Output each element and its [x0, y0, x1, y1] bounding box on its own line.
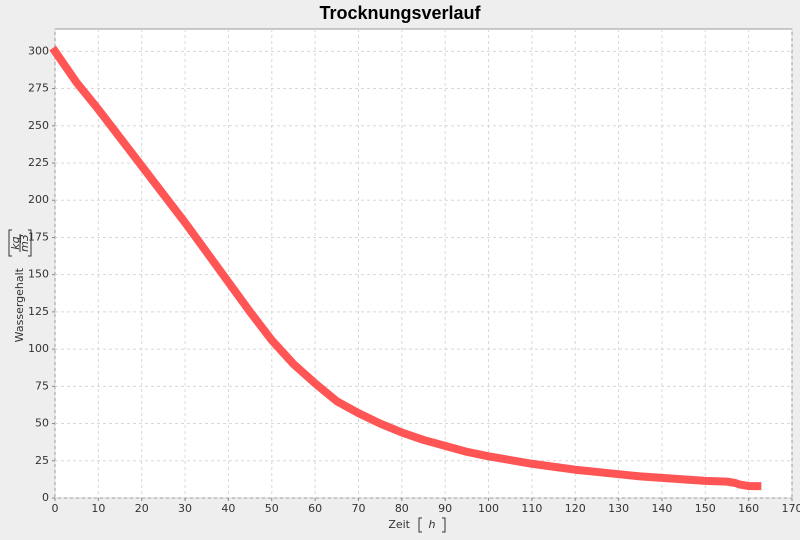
x-tick-label: 140: [651, 502, 672, 515]
x-tick-label: 160: [738, 502, 759, 515]
y-tick-label: 125: [28, 305, 49, 318]
x-tick-label: 30: [178, 502, 192, 515]
x-tick-label: 60: [308, 502, 322, 515]
y-unit-brackets: [8, 229, 32, 257]
x-axis-label: Zeit: [388, 518, 410, 531]
x-tick-label: 10: [91, 502, 105, 515]
x-tick-label: 120: [565, 502, 586, 515]
y-unit-denominator: m3: [18, 234, 31, 252]
x-tick-label: 150: [695, 502, 716, 515]
x-tick-label: 110: [521, 502, 542, 515]
y-axis-label-group: Wassergehalt kg m3: [8, 229, 32, 342]
y-unit-numerator: kg: [9, 236, 22, 249]
y-tick-label: 0: [42, 491, 49, 504]
y-tick-label: 275: [28, 82, 49, 95]
plot-area: [54, 28, 793, 499]
y-tick-label: 250: [28, 119, 49, 132]
x-tick-label: 50: [265, 502, 279, 515]
x-tick-label: 40: [221, 502, 235, 515]
y-tick-label: 150: [28, 268, 49, 281]
y-tick-label: 200: [28, 193, 49, 206]
x-tick-label: 130: [608, 502, 629, 515]
y-tick-label: 300: [28, 44, 49, 57]
y-tick-label: 75: [35, 379, 49, 392]
x-tick-label: 20: [135, 502, 149, 515]
y-tick-label: 100: [28, 342, 49, 355]
grid: [54, 29, 793, 499]
y-tick-label: 175: [28, 230, 49, 243]
y-tick-label: 25: [35, 454, 49, 467]
chart-title: Trocknungsverlauf: [319, 3, 481, 23]
x-tick-label: 80: [395, 502, 409, 515]
x-tick-label: 70: [351, 502, 365, 515]
x-tick-label: 100: [478, 502, 499, 515]
x-tick-label: 170: [782, 502, 800, 515]
x-tick-label: 90: [438, 502, 452, 515]
x-unit-brackets: [418, 517, 446, 533]
x-tick-label: 0: [52, 502, 59, 515]
x-unit: h: [429, 518, 436, 531]
data-line: [49, 45, 762, 491]
y-axis-label: Wassergehalt: [13, 267, 26, 342]
y-tick-label: 225: [28, 156, 49, 169]
y-tick-label: 50: [35, 417, 49, 430]
